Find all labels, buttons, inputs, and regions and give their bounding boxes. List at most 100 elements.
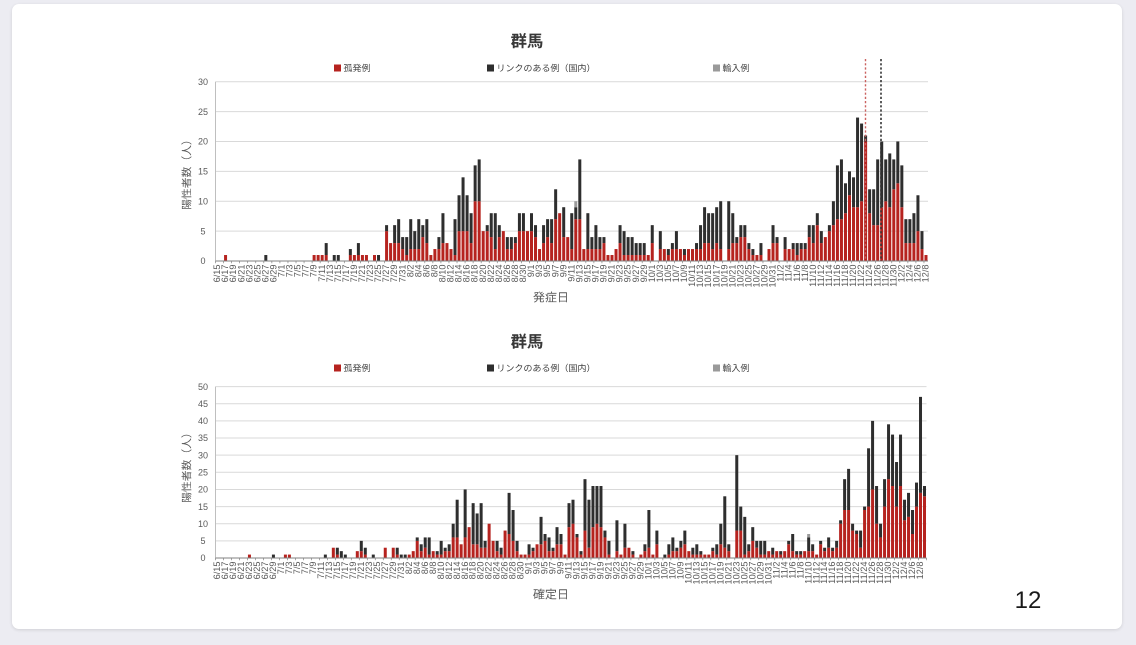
svg-text:9/23: 9/23 [612,562,622,580]
svg-text:8/16: 8/16 [462,265,472,283]
svg-text:10/29: 10/29 [755,562,765,585]
svg-text:10/7: 10/7 [671,265,681,283]
svg-text:7/25: 7/25 [372,562,382,580]
svg-text:6/25: 6/25 [252,265,262,283]
svg-text:9/23: 9/23 [615,265,625,283]
svg-text:7/9: 7/9 [309,265,319,278]
svg-text:7/13: 7/13 [324,562,334,580]
svg-text:8/22: 8/22 [486,265,496,283]
svg-text:9/5: 9/5 [542,265,552,278]
svg-text:11/30: 11/30 [888,265,898,287]
svg-text:10/29: 10/29 [760,265,770,288]
svg-text:11/22: 11/22 [856,265,866,287]
svg-text:10/1: 10/1 [643,562,653,580]
svg-text:11/16: 11/16 [827,562,837,584]
svg-text:10/15: 10/15 [699,562,709,585]
svg-text:10/9: 10/9 [675,562,685,580]
svg-text:8/18: 8/18 [468,562,478,580]
svg-text:11/18: 11/18 [840,265,850,287]
svg-text:11/12: 11/12 [811,562,821,584]
svg-text:9/1: 9/1 [526,265,536,278]
svg-text:12/2: 12/2 [896,265,906,283]
svg-text:7/21: 7/21 [357,265,367,283]
svg-text:11/6: 11/6 [792,265,802,282]
svg-text:12/6: 12/6 [913,265,923,283]
svg-text:6/29: 6/29 [268,562,278,580]
svg-text:9/19: 9/19 [599,265,609,283]
svg-text:5: 5 [200,536,205,546]
svg-text:8/6: 8/6 [420,562,430,575]
svg-text:15: 15 [198,502,208,512]
svg-text:10/5: 10/5 [659,562,669,580]
svg-text:8/10: 8/10 [436,562,446,580]
svg-text:6/23: 6/23 [244,265,254,283]
svg-text:8/8: 8/8 [428,562,438,575]
svg-text:8/30: 8/30 [516,562,526,580]
svg-text:10/31: 10/31 [768,265,778,288]
svg-text:12/8: 12/8 [915,562,925,580]
svg-text:11/8: 11/8 [800,265,810,282]
svg-text:11/4: 11/4 [779,562,789,579]
svg-text:10/1: 10/1 [647,265,657,283]
svg-text:6/23: 6/23 [244,562,254,580]
svg-text:6/15: 6/15 [212,265,222,283]
svg-text:9/3: 9/3 [534,265,544,278]
svg-text:10/17: 10/17 [707,562,717,585]
svg-text:6/15: 6/15 [212,562,222,580]
svg-text:8/4: 8/4 [413,265,423,278]
svg-text:12/4: 12/4 [899,562,909,580]
svg-text:11/10: 11/10 [803,562,813,584]
svg-text:9/1: 9/1 [524,562,534,575]
svg-text:8/28: 8/28 [510,265,520,283]
svg-text:9/3: 9/3 [532,562,542,575]
svg-text:11/24: 11/24 [859,562,869,584]
svg-text:6/19: 6/19 [228,265,238,283]
svg-text:7/29: 7/29 [389,265,399,283]
svg-text:7/3: 7/3 [285,265,295,278]
svg-text:7/27: 7/27 [380,562,390,580]
svg-text:10/11: 10/11 [687,265,697,287]
svg-text:10/27: 10/27 [747,562,757,585]
svg-text:7/1: 7/1 [277,265,287,278]
svg-text:12/2: 12/2 [891,562,901,580]
svg-text:9/11: 9/11 [564,562,574,579]
svg-text:10/23: 10/23 [735,265,745,288]
svg-text:7/5: 7/5 [292,562,302,575]
svg-text:11/18: 11/18 [835,562,845,584]
svg-text:7/17: 7/17 [341,265,351,283]
svg-text:11/20: 11/20 [843,562,853,584]
svg-text:9/19: 9/19 [596,562,606,580]
svg-text:10: 10 [198,519,208,529]
svg-text:7/9: 7/9 [308,562,318,575]
svg-text:9/29: 9/29 [639,265,649,283]
svg-text:11/4: 11/4 [784,265,794,282]
svg-text:8/16: 8/16 [460,562,470,580]
svg-text:45: 45 [198,399,208,409]
svg-text:7/17: 7/17 [340,562,350,580]
svg-text:11/28: 11/28 [880,265,890,287]
svg-text:12/6: 12/6 [907,562,917,580]
svg-text:7/11: 7/11 [317,265,327,282]
svg-text:10/3: 10/3 [651,562,661,580]
svg-text:8/20: 8/20 [478,265,488,283]
svg-text:9/21: 9/21 [604,562,614,580]
svg-text:9/29: 9/29 [636,562,646,580]
svg-text:30: 30 [198,77,208,87]
svg-text:11/28: 11/28 [875,562,885,584]
svg-text:11/2: 11/2 [776,265,786,282]
svg-text:8/14: 8/14 [452,562,462,580]
svg-text:7/31: 7/31 [397,265,407,283]
svg-text:8/8: 8/8 [429,265,439,278]
svg-text:6/19: 6/19 [228,562,238,580]
svg-text:9/15: 9/15 [580,562,590,580]
svg-text:11/26: 11/26 [867,562,877,584]
svg-text:8/12: 8/12 [444,562,454,580]
svg-text:9/27: 9/27 [628,562,638,580]
svg-text:9/5: 9/5 [540,562,550,575]
svg-text:9/9: 9/9 [556,562,566,575]
svg-text:10/21: 10/21 [727,265,737,288]
svg-text:11/24: 11/24 [864,265,874,287]
svg-text:7/1: 7/1 [276,562,286,575]
svg-text:9/25: 9/25 [623,265,633,283]
svg-text:12/4: 12/4 [904,265,914,283]
